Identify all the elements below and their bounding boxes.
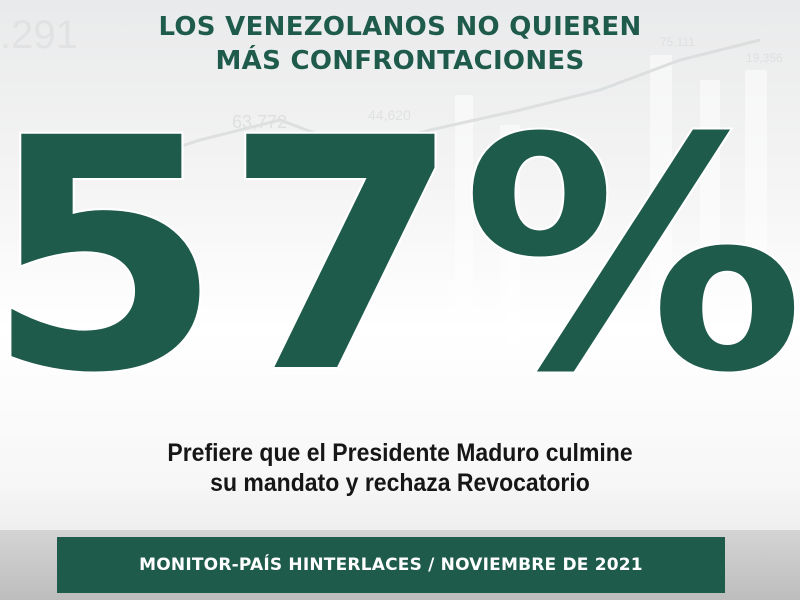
description: Prefiere que el Presidente Maduro culmin… — [32, 438, 768, 498]
headline-line-1: LOS VENEZOLANOS NO QUIEREN — [158, 12, 642, 42]
svg-text:44,620: 44,620 — [368, 107, 411, 123]
description-line-1: Prefiere que el Presidente Maduro culmin… — [167, 439, 633, 467]
description-line-2: su mandato y rechaza Revocatorio — [210, 469, 590, 497]
percentage-value: 57% — [0, 95, 800, 435]
svg-text:63,772: 63,772 — [232, 112, 287, 132]
svg-text:19,356: 19,356 — [746, 51, 783, 65]
footer-source-label: MONITOR-PAÍS HINTERLACES / NOVIEMBRE DE … — [139, 555, 643, 575]
big-percentage: 57% — [0, 95, 800, 435]
headline: LOS VENEZOLANOS NO QUIEREN MÁS CONFRONTA… — [0, 10, 800, 78]
headline-line-2: MÁS CONFRONTACIONES — [215, 46, 585, 76]
svg-text:75,111: 75,111 — [660, 35, 695, 49]
footer-source-band: MONITOR-PAÍS HINTERLACES / NOVIEMBRE DE … — [57, 537, 725, 593]
svg-text:.291: .291 — [0, 13, 78, 57]
